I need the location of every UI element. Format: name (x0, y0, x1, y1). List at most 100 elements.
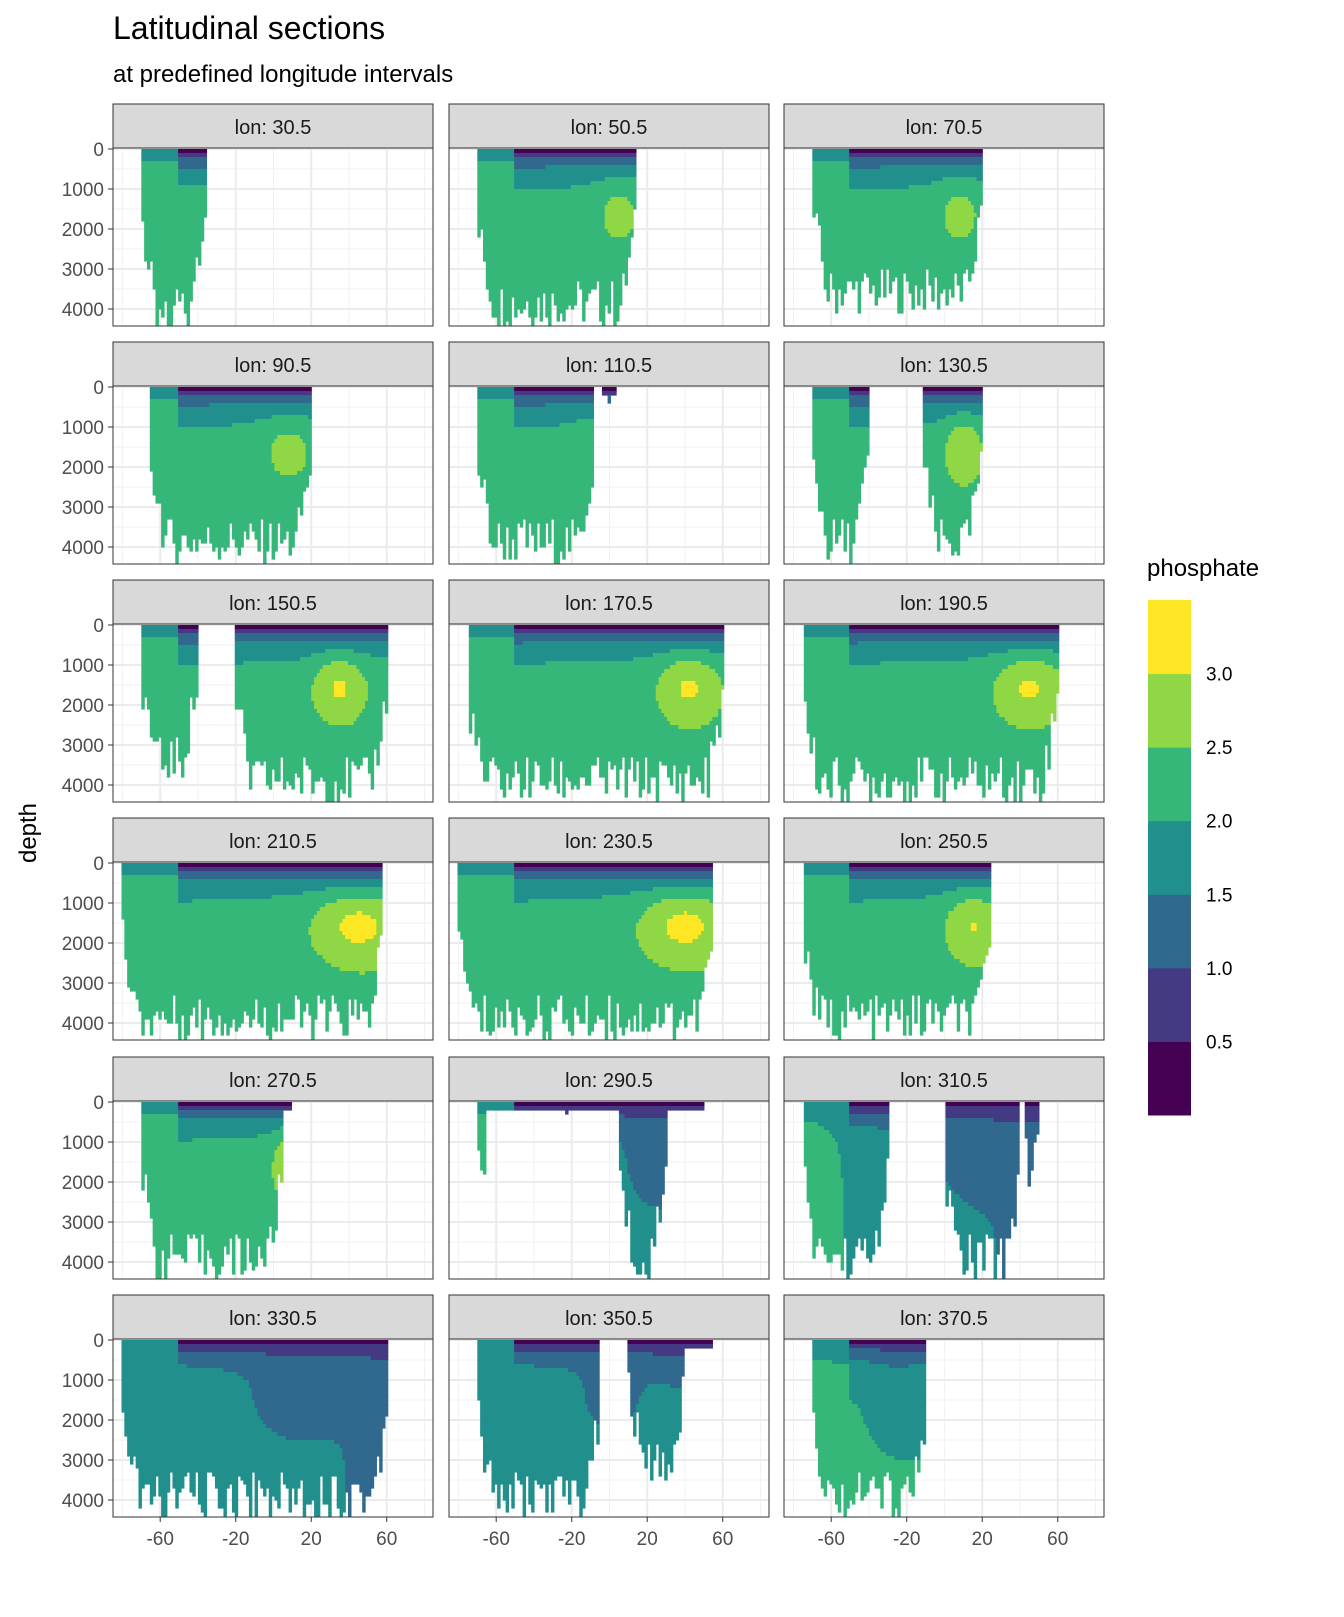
contour-cell (141, 681, 199, 686)
contour-cell (155, 495, 304, 500)
contour-cell (471, 991, 702, 996)
contour-cell (480, 475, 595, 480)
contour-cell (863, 1416, 927, 1421)
contour-cell (891, 1496, 901, 1501)
contour-cell (706, 785, 711, 790)
contour-cell (362, 1500, 366, 1505)
contour-cell (644, 951, 711, 956)
contour-cell (203, 1258, 208, 1263)
contour-cell (497, 1015, 501, 1020)
contour-cell (195, 1234, 202, 1239)
panel-border (112, 385, 434, 565)
contour-cell (599, 757, 623, 762)
contour-cell (993, 701, 1057, 706)
contour-cell (919, 777, 924, 782)
contour-cell (348, 1504, 352, 1509)
contour-cell (141, 153, 179, 158)
contour-cell (474, 733, 716, 738)
contour-cell (641, 1007, 657, 1012)
contour-cell (209, 539, 230, 544)
contour-cell (562, 313, 566, 318)
contour-cell (1019, 781, 1026, 786)
contour-cell (633, 1412, 637, 1417)
contour-cell (823, 269, 881, 274)
contour-cell (305, 757, 346, 762)
contour-cell (545, 1504, 549, 1509)
contour-cell (271, 1130, 284, 1135)
contour-cell (482, 229, 609, 234)
contour-cell (968, 233, 978, 238)
contour-cell (545, 403, 595, 408)
contour-cell (477, 1138, 487, 1143)
contour-cell (871, 1035, 876, 1040)
contour-cell (1036, 693, 1057, 698)
contour-cell (155, 499, 304, 504)
contour-cell (178, 637, 199, 642)
contour-cell (178, 863, 383, 868)
contour-cell (246, 757, 281, 762)
contour-cell (1002, 789, 1009, 794)
contour-cell (149, 725, 191, 730)
contour-cell (497, 317, 501, 322)
contour-cell (468, 649, 515, 654)
contour-cell (837, 1504, 842, 1509)
contour-cell (667, 717, 713, 722)
contour-cell (477, 1126, 487, 1131)
contour-cell (178, 867, 383, 872)
panel-strip (448, 817, 770, 863)
contour-cell (172, 749, 176, 754)
contour-cell (234, 661, 244, 666)
contour-cell (834, 297, 839, 302)
contour-cell (633, 1432, 637, 1437)
contour-cell (305, 447, 312, 452)
contour-cell (553, 543, 566, 548)
contour-cell (618, 1142, 623, 1147)
contour-cell (849, 539, 856, 544)
contour-cell (367, 761, 375, 766)
contour-cell (268, 1035, 273, 1040)
contour-cell (367, 697, 389, 702)
contour-cell (477, 213, 606, 218)
contour-cell (212, 543, 230, 548)
contour-cell (635, 1027, 640, 1032)
contour-cell (718, 673, 725, 678)
contour-cell (849, 419, 870, 424)
contour-cell (348, 757, 363, 762)
contour-cell (178, 293, 182, 298)
contour-cell (982, 1262, 986, 1267)
contour-cell (953, 781, 958, 786)
contour-cell (934, 523, 941, 528)
contour-cell (846, 1250, 856, 1255)
contour-cell (141, 197, 208, 202)
contour-cell (550, 1488, 555, 1493)
contour-cell (868, 289, 873, 294)
contour-cell (477, 431, 595, 436)
contour-cell (322, 777, 346, 782)
contour-cell (667, 923, 705, 928)
contour-cell (234, 677, 315, 682)
contour-cell (514, 645, 725, 650)
contour-cell (539, 539, 546, 544)
contour-cell (129, 1460, 134, 1465)
contour-cell (959, 297, 964, 302)
contour-cell (274, 1182, 278, 1187)
contour-cell (178, 407, 312, 412)
contour-cell (135, 991, 377, 996)
contour-cell (251, 523, 261, 528)
contour-cell (311, 1023, 315, 1028)
contour-cell (1038, 777, 1046, 782)
contour-cell (1019, 761, 1046, 766)
contour-cell (908, 285, 915, 290)
contour-cell (135, 1464, 346, 1469)
contour-cell (141, 653, 179, 658)
contour-cell (220, 1027, 225, 1032)
contour-cell (945, 443, 983, 448)
contour-cell (982, 899, 992, 904)
contour-cell (823, 995, 847, 1000)
contour-cell (658, 1444, 674, 1449)
contour-cell (894, 1007, 901, 1012)
contour-cell (342, 1448, 383, 1453)
contour-cell (945, 1106, 1020, 1111)
contour-cell (477, 153, 515, 158)
contour-cell (812, 1007, 816, 1012)
